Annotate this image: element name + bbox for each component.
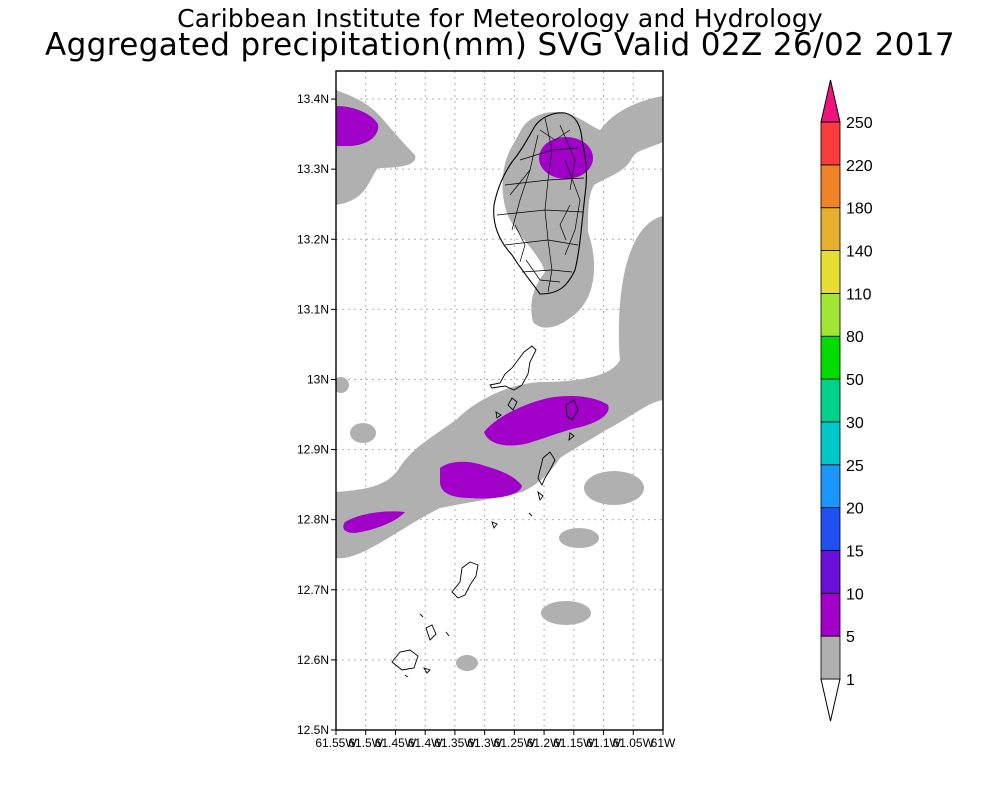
colorbar-segment: [820, 507, 841, 551]
colorbar-segment: [820, 421, 841, 466]
latitude-tick-label: 12.8N: [297, 513, 329, 527]
colorbar-level-label: 110: [846, 286, 872, 303]
latitude-tick-label: 12.6N: [297, 653, 329, 667]
latitude-tick-label: 12.5N: [297, 723, 329, 737]
longitude-tick-label: 61.05W: [613, 736, 655, 750]
precip-area-1-5mm: [456, 655, 478, 671]
colorbar-extension-low: [820, 678, 841, 722]
longitude-tick-label: 61.1W: [586, 736, 621, 750]
colorbar-segment: [820, 292, 841, 337]
colorbar-level-label: 20: [846, 501, 864, 518]
longitude-tick-label: 61.55W: [315, 736, 357, 750]
colorbar-segment: [820, 335, 841, 380]
colorbar-level-label: 1: [846, 672, 855, 689]
map-frame: [335, 70, 664, 731]
colorbar-segment: [820, 464, 841, 509]
colorbar-segment: [820, 121, 841, 166]
island-st-vincent: [493, 112, 587, 295]
precip-area-1-5mm: [350, 423, 376, 443]
latitude-tick-label: 12.7N: [297, 583, 329, 597]
colorbar-level-label: 140: [846, 244, 873, 261]
colorbar-segment: [820, 635, 841, 680]
colorbar-level-label: 5: [846, 629, 855, 646]
colorbar-segment: [820, 550, 841, 594]
map-panel: [335, 70, 664, 731]
colorbar-segment: [820, 378, 841, 423]
longitude-tick-label: 61.15W: [553, 736, 595, 750]
colorbar-level-label: 250: [846, 115, 873, 132]
precip-area-1-5mm: [559, 528, 599, 548]
latitude-tick-label: 13.4N: [297, 92, 329, 106]
island-mustique-canouan: [495, 397, 579, 442]
colorbar-segment: [820, 164, 841, 209]
longitude-axis: 61.55W61.5W61.45W61.4W61.35W61.3W61.25W6…: [315, 730, 676, 750]
colorbar-extension-high: [820, 79, 841, 123]
longitude-tick-label: 61.45W: [375, 736, 417, 750]
island-bequia: [489, 345, 537, 391]
latitude-axis: 13.4N 13.3N 13.2N 13.1N 13N 12.9N 12.8N 12.7N 12…: [297, 92, 336, 737]
longitude-tick-label: 61.5W: [348, 736, 383, 750]
colorbar-segment: [820, 592, 841, 637]
colorbar-level-label: 10: [846, 586, 864, 603]
longitude-tick-label: 61.25W: [494, 736, 536, 750]
island-petite-martinique-ronde: [391, 613, 450, 678]
precip-area-5-10mm: [440, 461, 522, 499]
precip-area-1-5mm: [541, 601, 591, 625]
precip-area-1-5mm: [336, 377, 349, 393]
latitude-tick-label: 13.2N: [297, 232, 329, 246]
longitude-tick-label: 61.2W: [527, 736, 562, 750]
island-union-mayreau: [491, 451, 556, 529]
colorbar-level-label: 30: [846, 415, 864, 432]
longitude-tick-label: 61.4W: [408, 736, 443, 750]
colorbar-level-label: 25: [846, 458, 864, 475]
longitude-tick-label: 61.35W: [434, 736, 476, 750]
colorbar-level-label: 15: [846, 543, 864, 560]
precip-area-5-10mm: [336, 106, 379, 146]
colorbar-segment: [820, 250, 841, 294]
latitude-tick-label: 12.9N: [297, 443, 329, 457]
colorbar-level-label: 50: [846, 372, 864, 389]
colorbar-level-label: 180: [846, 201, 873, 218]
chart-title-institute: Caribbean Institute for Meteorology and …: [177, 4, 823, 33]
latitude-tick-label: 13.3N: [297, 162, 329, 176]
island-carriacou: [451, 561, 479, 599]
latitude-tick-label: 13.1N: [297, 302, 329, 316]
latitude-tick-label: 13N: [307, 372, 329, 386]
colorbar-level-label: 80: [846, 329, 864, 346]
longitude-tick-label: 61.3W: [467, 736, 502, 750]
precip-area-1-5mm: [584, 471, 644, 505]
colorbar-level-label: 220: [846, 158, 873, 175]
precip-area-5-10mm: [539, 137, 593, 179]
chart-title-product: Aggregated precipitation(mm) SVG Valid 0…: [45, 27, 955, 63]
precip-area-5-10mm: [343, 511, 405, 533]
colorbar-segment: [820, 207, 841, 251]
precip-area-1-5mm: [336, 216, 663, 559]
longitude-tick-label: 61W: [651, 736, 676, 750]
